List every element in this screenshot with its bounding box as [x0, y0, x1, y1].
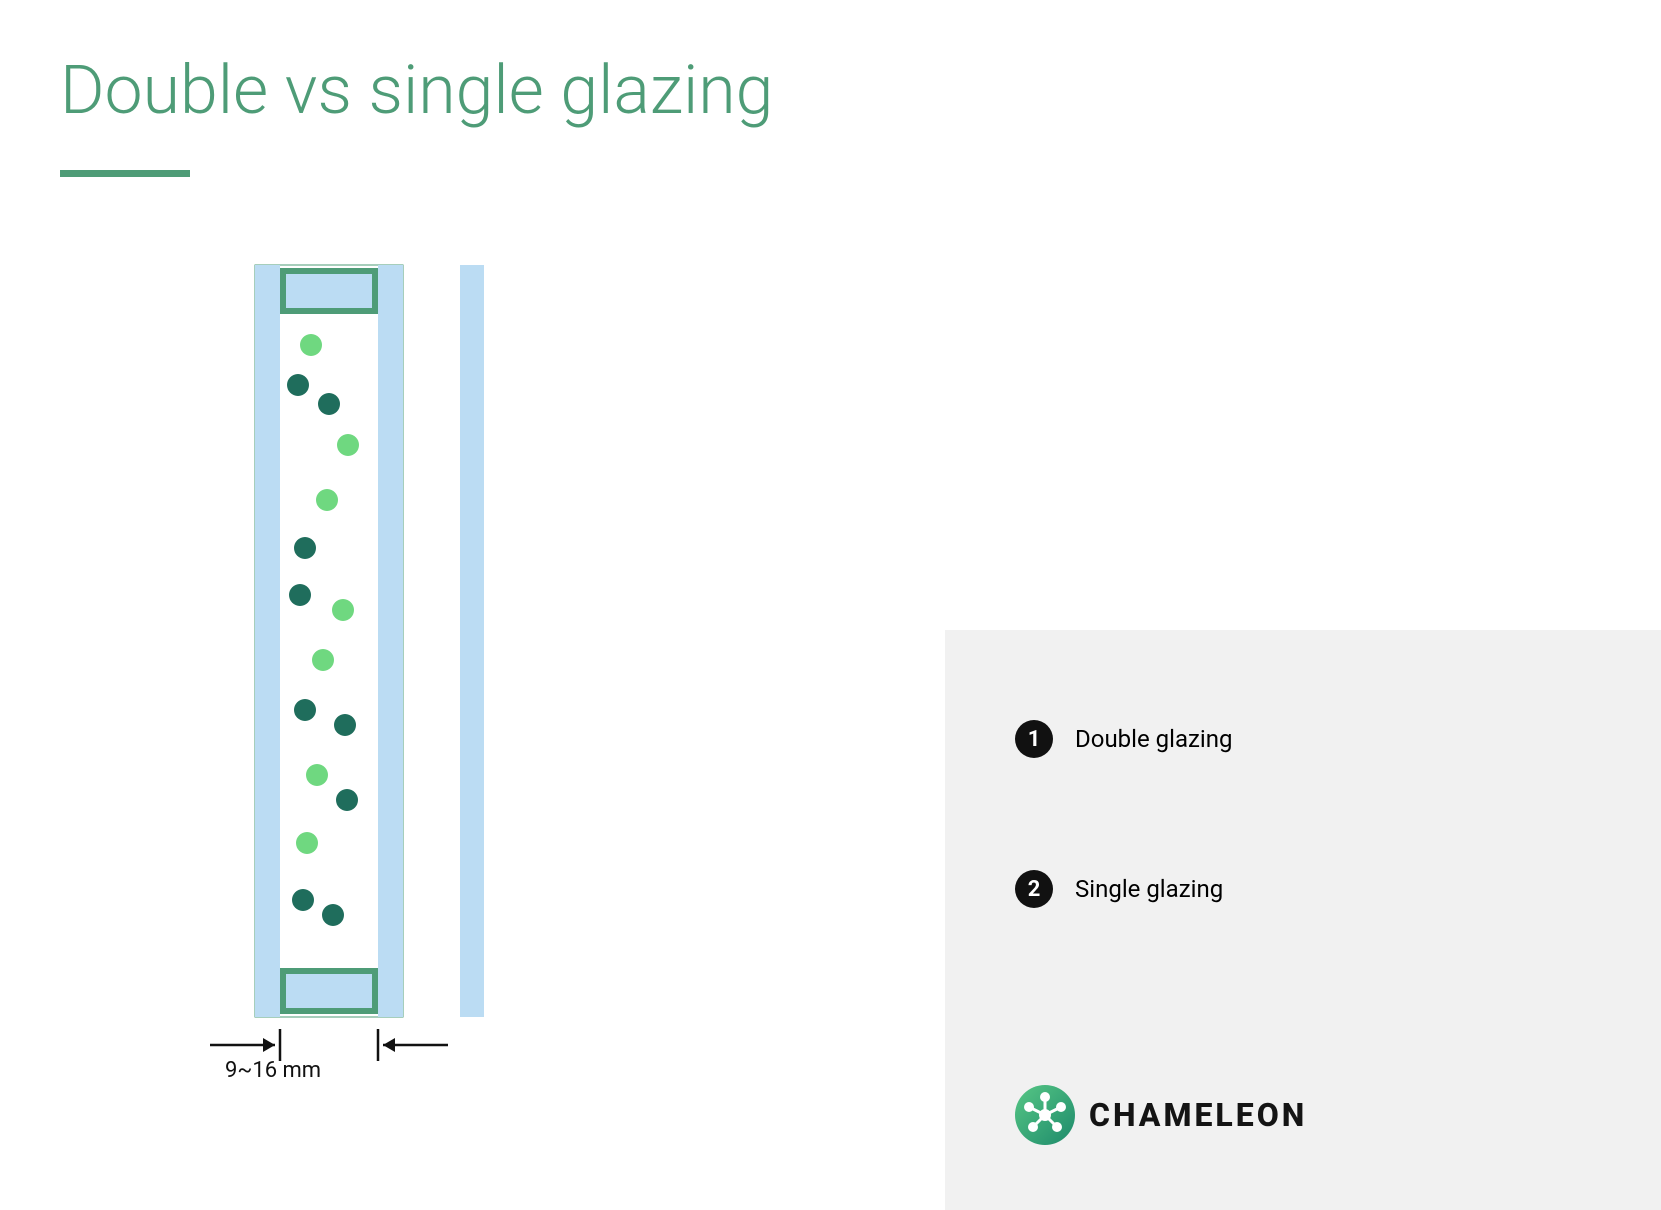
- brand-text: CHAMELEON: [1089, 1096, 1307, 1134]
- legend-item-1: 1 Double glazing: [1015, 720, 1233, 758]
- diagram-area: 9~16 mm: [200, 260, 1060, 1100]
- legend-badge-1: 1: [1015, 720, 1053, 758]
- chameleon-icon: [1015, 1085, 1075, 1145]
- legend-panel: 1 Double glazing 2 Single glazing CHAMEL…: [945, 630, 1661, 1210]
- legend-badge-2: 2: [1015, 870, 1053, 908]
- dimension-label: 9~16 mm: [225, 1058, 321, 1083]
- brand: CHAMELEON: [1015, 1085, 1307, 1145]
- legend-label-1: Double glazing: [1075, 725, 1233, 753]
- legend-label-2: Single glazing: [1075, 875, 1223, 903]
- page-title: Double vs single glazing: [60, 50, 773, 130]
- title-underline: [60, 170, 190, 177]
- legend-item-2: 2 Single glazing: [1015, 870, 1223, 908]
- page-root: Double vs single glazing 9~16 mm 1 Doubl…: [0, 0, 1661, 1210]
- single-glazing-diagram: [200, 260, 760, 1044]
